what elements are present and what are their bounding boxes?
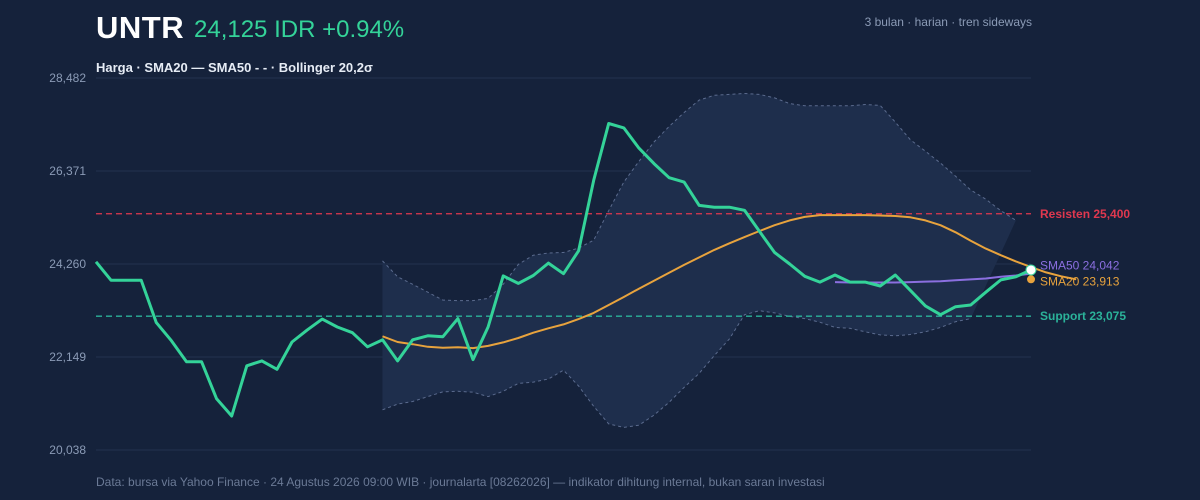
- y-tick-label: 20,038: [49, 443, 86, 457]
- sma50-end-label: SMA50 24,042: [1040, 259, 1120, 273]
- bollinger-band-fill: [382, 93, 1016, 428]
- support-label: Support 23,075: [1040, 309, 1126, 323]
- series-lines: [94, 122, 1077, 418]
- bollinger-band: [382, 92, 1017, 428]
- y-tick-label: 22,149: [49, 350, 86, 364]
- sma20-end-label: SMA20 23,913: [1040, 274, 1120, 288]
- price-line: [94, 122, 1032, 418]
- sma20-line: [382, 214, 1077, 350]
- chart-context: 3 bulan · harian · tren sideways: [864, 15, 1032, 29]
- sma20-end-marker: [1027, 275, 1035, 284]
- ticker-symbol: UNTR: [96, 10, 185, 45]
- chart-legend: Harga · SMA20 — SMA50 - - · Bollinger 20…: [96, 60, 373, 75]
- resistance-label: Resisten 25,400: [1040, 207, 1130, 221]
- y-tick-label: 24,260: [49, 257, 86, 271]
- data-source-footer: Data: bursa via Yahoo Finance · 24 Agust…: [96, 475, 825, 489]
- y-tick-label: 26,371: [49, 164, 86, 178]
- price-end-marker: [1025, 264, 1037, 276]
- bollinger-lower-line: [382, 310, 971, 428]
- y-tick-label: 28,482: [49, 71, 86, 85]
- price-levels: Resisten 25,400 Support 23,075: [96, 207, 1130, 323]
- price-quote: 24,125 IDR +0.94%: [194, 16, 405, 43]
- bollinger-upper-line: [382, 92, 1017, 302]
